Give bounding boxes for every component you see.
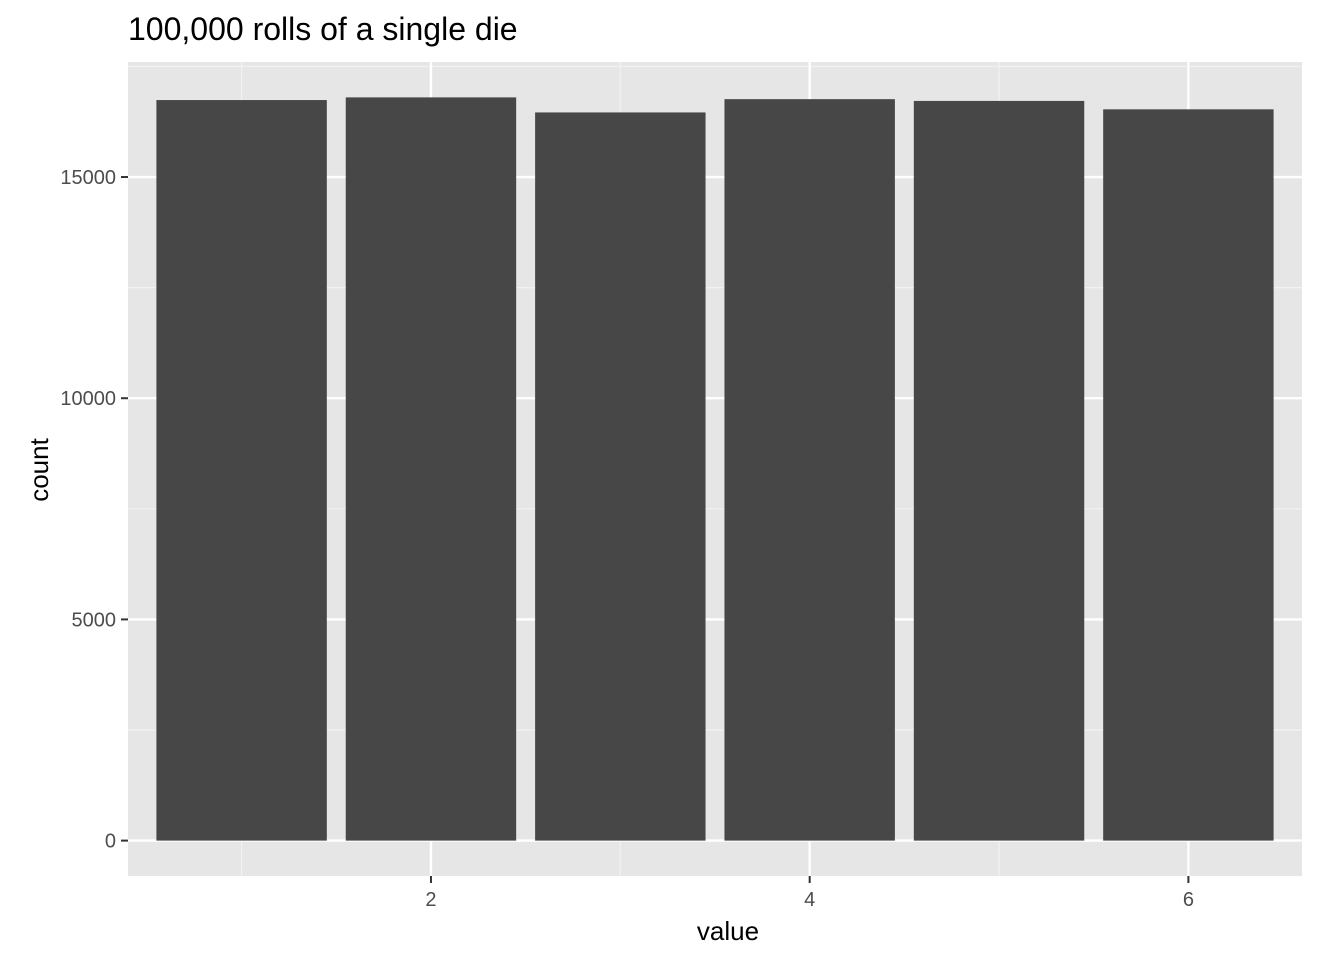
y-axis: 0 5000 10000 15000 <box>60 167 128 853</box>
x-tick-label: 4 <box>804 889 815 911</box>
x-axis: 2 4 6 <box>425 876 1194 911</box>
bar-value-3 <box>535 112 706 841</box>
bar-value-5 <box>913 100 1085 841</box>
plot-area <box>128 62 1302 876</box>
x-tick-label: 6 <box>1183 889 1194 911</box>
y-tick-label: 10000 <box>60 388 116 410</box>
x-tick-label: 2 <box>425 889 436 911</box>
x-axis-title: value <box>697 916 759 946</box>
bar-value-6 <box>1103 109 1274 841</box>
y-tick-label: 0 <box>105 831 116 853</box>
y-tick-label: 5000 <box>72 609 117 631</box>
chart-title: 100,000 rolls of a single die <box>128 11 518 47</box>
y-tick-label: 15000 <box>60 167 116 189</box>
y-axis-title: count <box>24 437 54 501</box>
bar-value-2 <box>345 97 517 841</box>
bar-value-4 <box>724 99 895 841</box>
bar-value-1 <box>156 100 327 841</box>
